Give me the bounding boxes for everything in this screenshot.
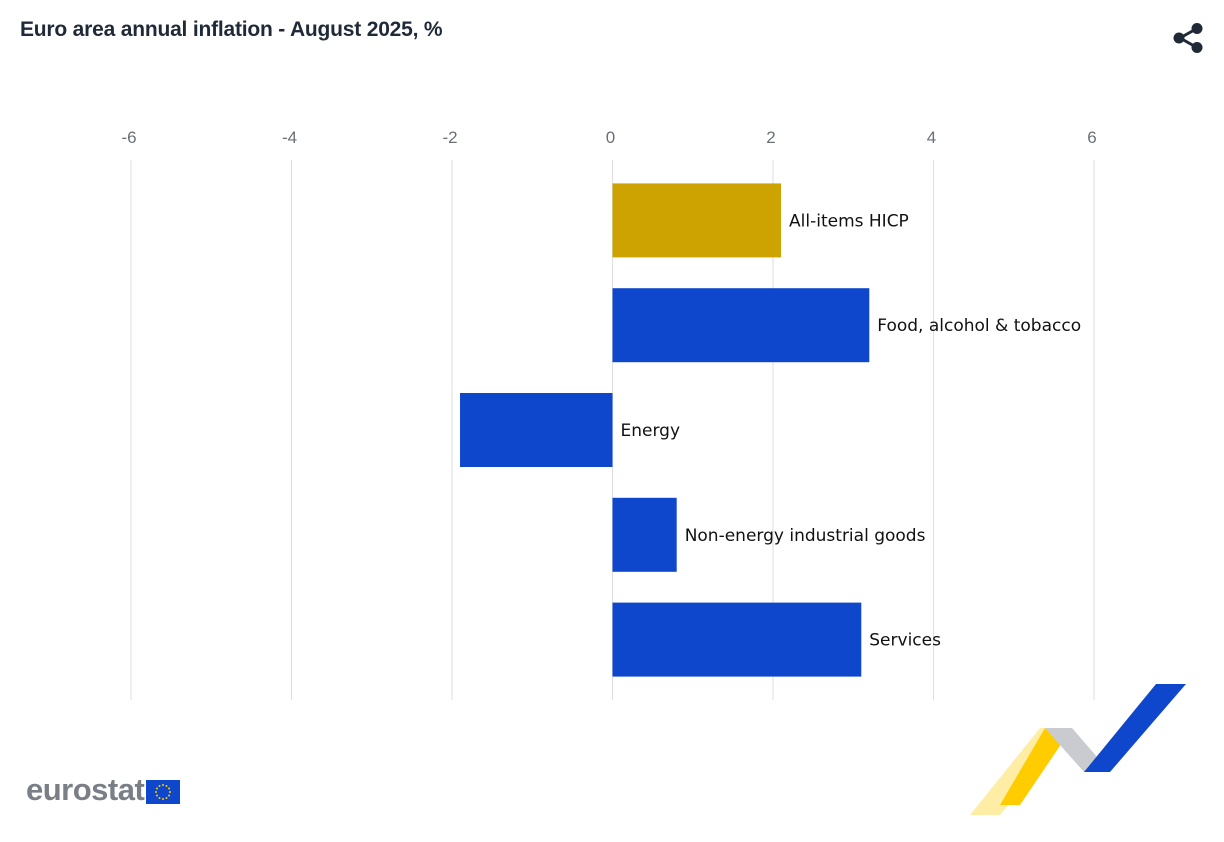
bar[interactable]: [612, 288, 870, 363]
bar-label: Services: [869, 631, 941, 651]
bar-label: Food, alcohol & tobacco: [877, 316, 1081, 336]
x-tick-label: 6: [1087, 128, 1096, 147]
bar[interactable]: [612, 183, 782, 258]
eurostat-logo: eurostat: [26, 772, 181, 808]
x-axis-ticks: -6 -4 -2 0 2 4 6: [121, 128, 1096, 147]
x-tick-label: -4: [282, 128, 297, 147]
logo-text: eurostat: [26, 772, 145, 807]
eurostat-ribbon-graphic: [970, 684, 1186, 815]
eu-flag-icon: [146, 779, 181, 804]
bar-label: Non-energy industrial goods: [685, 526, 926, 546]
bar-label: Energy: [621, 421, 681, 441]
x-tick-label: 4: [927, 128, 936, 147]
x-tick-label: -6: [121, 128, 136, 147]
share-icon[interactable]: [1170, 20, 1206, 56]
bars: [460, 183, 870, 677]
bar-chart: -6 -4 -2 0 2 4 6 All-items HICP Food, alcohol &…: [121, 128, 1097, 700]
x-tick-label: 0: [606, 128, 615, 147]
chart-title: Euro area annual inflation - August 2025…: [20, 18, 443, 41]
bar-labels: All-items HICP Food, alcohol & tobacco Ene…: [621, 211, 1082, 650]
bar[interactable]: [612, 497, 677, 572]
x-tick-label: 2: [766, 128, 775, 147]
x-tick-label: -2: [442, 128, 457, 147]
bar-label: All-items HICP: [789, 211, 909, 231]
bar[interactable]: [460, 393, 613, 467]
bar[interactable]: [612, 602, 862, 677]
